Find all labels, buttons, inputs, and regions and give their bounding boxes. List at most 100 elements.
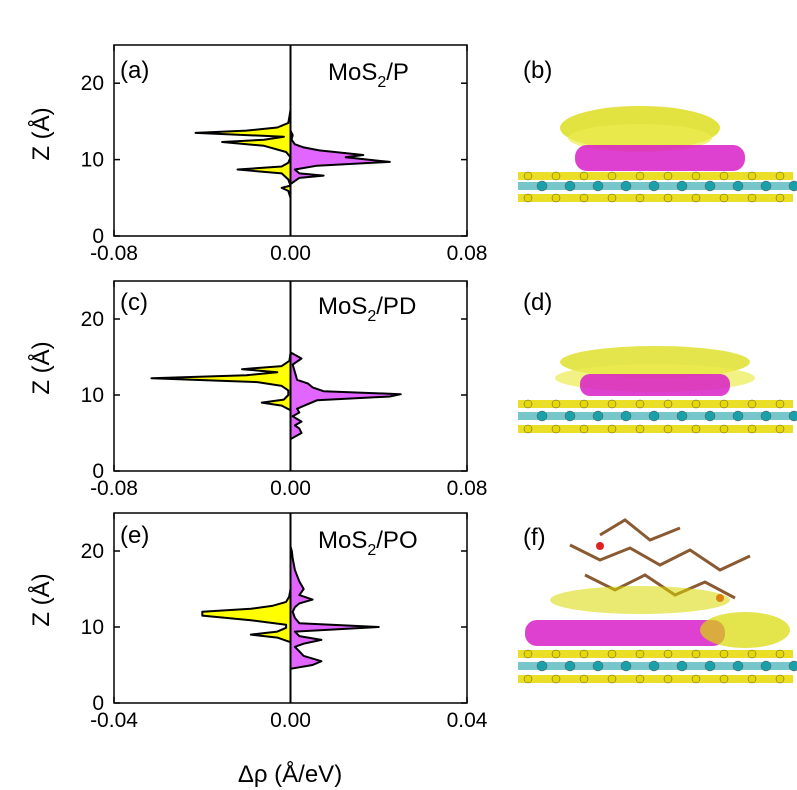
- ytick-label-a-1: 10: [81, 149, 104, 172]
- s-atom-d-3-2: [579, 399, 589, 409]
- series-layer-e: [201, 545, 380, 670]
- s-atom-d-3-4: [635, 399, 645, 409]
- s-atom-d-3-9: [775, 399, 785, 409]
- series-accumulation-a: [289, 120, 391, 186]
- plot-frame-e: [113, 512, 468, 704]
- panel-label-a: (a): [120, 57, 149, 84]
- xlabel-e: Δρ (Å/eV): [238, 760, 342, 788]
- xtick-label-a-0: -0.08: [90, 242, 138, 265]
- s-row-top-f: [518, 650, 793, 658]
- xtick-label-c-2: 0.08: [447, 477, 488, 500]
- s-atom-f-6-1: [551, 649, 561, 659]
- xtick-label-e-0: -0.04: [90, 709, 138, 732]
- panel-label-b: (b): [523, 57, 552, 84]
- isosurface-yellow-f: [550, 586, 730, 614]
- mo-atom-f-7-6: [704, 660, 716, 672]
- series-depletion-e: [201, 588, 292, 644]
- mo-atom-b-1-0: [536, 180, 548, 192]
- s-atom-d-5-7: [719, 424, 729, 434]
- s-atom-d-5-0: [523, 424, 533, 434]
- mo-atom-b-1-3: [620, 180, 632, 192]
- mo-atom-b-1-4: [648, 180, 660, 192]
- xtick-label-e-2: 0.04: [447, 709, 488, 732]
- series-layer-c: [150, 351, 402, 441]
- plot-frame-a: [113, 44, 468, 237]
- system-label-e: MoS2/PO: [318, 527, 418, 559]
- panel-label-d: (d): [523, 289, 552, 316]
- s-atom-b-2-8: [747, 193, 757, 203]
- isosurface-magenta-d: [580, 374, 730, 396]
- s-atom-d-5-4: [635, 424, 645, 434]
- s-atom-b-2-1: [551, 193, 561, 203]
- s-atom-d-3-0: [523, 399, 533, 409]
- s-atom-b-0-3: [607, 171, 617, 181]
- s-atom-b-0-0: [523, 171, 533, 181]
- ylabel-c: Z (Å): [27, 341, 55, 394]
- series-depletion-a: [194, 108, 292, 199]
- panel-a-plot: -0.08 0.00 0.08 0 10 20 (a) MoS2/P Z (Å): [27, 44, 487, 265]
- mo-atom-b-1-6: [704, 180, 716, 192]
- system-suffix-e: /PO: [376, 527, 417, 554]
- s-atom-f-6-7: [719, 649, 729, 659]
- s-atom-f-8-6: [691, 674, 701, 684]
- s-atom-f-6-4: [635, 649, 645, 659]
- s-atom-b-2-5: [663, 193, 673, 203]
- s-atom-d-3-1: [551, 399, 561, 409]
- molecule-chain-f3: [599, 518, 681, 542]
- system-sub-a: 2: [377, 74, 386, 91]
- mo-atom-f-7-9: [788, 660, 797, 672]
- s-atom-f-6-9: [775, 649, 785, 659]
- s-atom-d-5-2: [579, 424, 589, 434]
- xtick-label-e-1: 0.00: [270, 709, 311, 732]
- s-atom-b-2-4: [635, 193, 645, 203]
- s-atom-f-6-0: [523, 649, 533, 659]
- ytick-label-c-1: 10: [81, 384, 104, 407]
- xtick-label-a-1: 0.00: [270, 242, 311, 265]
- ylabel-e: Z (Å): [27, 573, 55, 626]
- mos2-layer-f: [518, 649, 797, 684]
- panel-e-plot: -0.04 0.00 0.04 0 10 20 (e) MoS2/PO Z (Å) Δρ …: [27, 512, 488, 788]
- mo-atom-d-4-6: [704, 410, 716, 422]
- mo-atom-d-4-8: [760, 410, 772, 422]
- mo-atom-f-7-0: [536, 660, 548, 672]
- s-atom-b-0-2: [579, 171, 589, 181]
- s-atom-b-0-1: [551, 171, 561, 181]
- system-sub-e: 2: [367, 542, 376, 559]
- s-atom-f-6-2: [579, 649, 589, 659]
- s-atom-f-6-6: [691, 649, 701, 659]
- s-atom-f-6-8: [747, 649, 757, 659]
- s-row-bottom-b: [518, 194, 793, 202]
- series-accumulation-e: [289, 545, 380, 670]
- mo-atom-d-4-4: [648, 410, 660, 422]
- s-atom-b-2-2: [579, 193, 589, 203]
- s-atom-b-0-5: [663, 171, 673, 181]
- molecule-chain-f1: [569, 543, 751, 572]
- mo-atom-f-7-7: [732, 660, 744, 672]
- s-atom-d-5-5: [663, 424, 673, 434]
- mo-atom-d-4-1: [564, 410, 576, 422]
- mo-atom-f-7-1: [564, 660, 576, 672]
- s-atom-b-2-6: [691, 193, 701, 203]
- system-base-c: MoS: [318, 293, 367, 320]
- s-row-bottom-d: [518, 425, 793, 433]
- s-atom-d-3-6: [691, 399, 701, 409]
- panel-label-f: (f): [523, 524, 546, 551]
- s-atom-b-2-7: [719, 193, 729, 203]
- ticks-layer-e: -0.04 0.00 0.04 0 10 20: [81, 513, 488, 732]
- system-sub-c: 2: [367, 308, 376, 325]
- mo-atom-d-4-9: [788, 410, 797, 422]
- mos2-layer-b: [518, 171, 797, 203]
- ytick-label-c-2: 20: [81, 308, 104, 331]
- s-atom-b-2-3: [607, 193, 617, 203]
- mos2-layer-d: [518, 399, 797, 434]
- isosurface-magenta-f: [525, 620, 725, 646]
- s-atom-d-3-7: [719, 399, 729, 409]
- mo-atom-d-4-7: [732, 410, 744, 422]
- s-atom-f-8-7: [719, 674, 729, 684]
- s-atom-f-8-2: [579, 674, 589, 684]
- system-suffix-c: /PD: [376, 293, 416, 320]
- s-atom-f-8-1: [551, 674, 561, 684]
- mo-atom-f-7-5: [676, 660, 688, 672]
- mo-atom-b-1-5: [676, 180, 688, 192]
